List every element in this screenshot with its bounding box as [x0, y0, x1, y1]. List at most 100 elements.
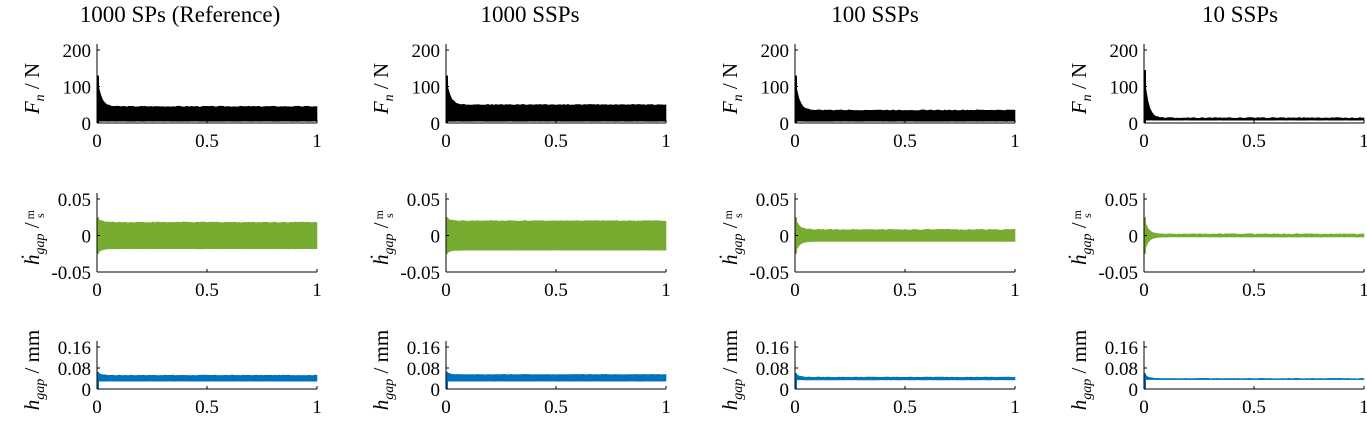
y-tick-label: -0.05: [749, 263, 789, 284]
y-axis-label: Fn / N: [1067, 63, 1095, 115]
x-tick-label: 1: [312, 280, 322, 301]
y-axis-label: hgap / mm: [1067, 330, 1095, 411]
x-tick-label: 0: [92, 131, 102, 152]
x-tick-label: 0: [441, 131, 451, 152]
x-tick-label: 1: [1359, 280, 1367, 301]
x-tick-label: 0.5: [544, 397, 568, 418]
x-tick-label: 1: [1359, 397, 1367, 418]
x-tick-label: 1: [1010, 280, 1020, 301]
series-trace: [445, 75, 667, 122]
x-tick-label: 0.5: [1242, 131, 1266, 152]
subplot-4-h: 00.080.16 0 0.5 1 hgap / mm: [1067, 330, 1367, 418]
y-tick-label: -0.05: [400, 263, 440, 284]
x-tick-label: 0.5: [544, 280, 568, 301]
subplot-4-Fn: 0 100 200 0 0.5 1 Fn / N: [1067, 41, 1367, 152]
y-tick-label: 0: [431, 227, 441, 248]
y-tick-label: 0: [431, 114, 441, 135]
x-tick-label: 1: [661, 131, 671, 152]
x-tick-label: 1: [1010, 131, 1020, 152]
subplot-3-Fn: 0 100 200 0 0.5 1 Fn / N: [718, 41, 1020, 152]
y-tick-label: 0.05: [756, 190, 789, 211]
y-tick-label: 0: [1129, 114, 1139, 135]
x-tick-label: 0.5: [195, 397, 219, 418]
series-trace: [794, 217, 1016, 255]
subplot-2-h: 00.080.16 0 0.5 1 hgap / mm: [369, 330, 671, 418]
y-tick-label: 0.05: [58, 190, 91, 211]
x-tick-label: 0.5: [1242, 280, 1266, 301]
column-title-4: 10 SSPs: [1202, 2, 1278, 27]
x-tick-label: 0: [441, 280, 451, 301]
subplot-2-Fn: 0 100 200 0 0.5 1 Fn / N: [369, 41, 671, 152]
subplot-3-h: 00.080.16 0 0.5 1 hgap / mm: [718, 330, 1020, 418]
y-tick-label: 0: [1129, 380, 1139, 401]
series-trace: [96, 75, 318, 122]
y-tick-label: 200: [412, 41, 441, 62]
y-tick-label: 0.08: [1105, 359, 1138, 380]
y-tick-label: 200: [1110, 41, 1139, 62]
series-trace: [96, 216, 318, 255]
y-axis-label: ḣgap /ms: [1067, 209, 1095, 265]
x-tick-label: 0: [790, 280, 800, 301]
x-tick-label: 0.5: [1242, 397, 1266, 418]
y-tick-label: 0: [780, 227, 790, 248]
y-axis-label: hgap / mm: [718, 330, 746, 411]
x-tick-label: 0.5: [195, 280, 219, 301]
series-trace: [1143, 372, 1365, 380]
subplot-1-h: 00.080.16 0 0.5 1 hgap / mm: [20, 330, 322, 418]
y-tick-label: 100: [412, 78, 441, 99]
series-trace: [96, 371, 318, 382]
x-tick-label: 0: [790, 397, 800, 418]
x-tick-label: 0: [1139, 131, 1149, 152]
x-tick-label: 0.5: [893, 131, 917, 152]
series-trace: [445, 216, 667, 255]
y-tick-label: 100: [1110, 78, 1139, 99]
subplot-1-Fn: 0 100 200 0 0.5 1 Fn / N: [20, 41, 322, 152]
x-tick-label: 0: [92, 280, 102, 301]
y-tick-label: 0.16: [756, 338, 789, 359]
x-tick-label: 0: [1139, 280, 1149, 301]
y-tick-label: -0.05: [1098, 263, 1138, 284]
y-axis-label: ḣgap /ms: [718, 209, 746, 265]
y-tick-label: 0: [1129, 227, 1139, 248]
y-tick-label: 0: [82, 380, 92, 401]
y-tick-label: 0: [780, 380, 790, 401]
y-axis-label: ḣgap /ms: [369, 209, 397, 265]
x-tick-label: 0: [441, 397, 451, 418]
y-tick-label: 0.16: [1105, 338, 1138, 359]
series-trace: [445, 371, 667, 382]
y-tick-label: 200: [63, 41, 92, 62]
y-axis-label: hgap / mm: [369, 330, 397, 411]
y-tick-label: 0.05: [1105, 190, 1138, 211]
y-tick-label: 0: [82, 227, 92, 248]
y-tick-label: 0.16: [58, 338, 91, 359]
x-tick-label: 1: [1359, 131, 1367, 152]
y-tick-label: 0: [780, 114, 790, 135]
y-tick-label: 0.08: [407, 359, 440, 380]
series-trace: [1143, 217, 1365, 254]
y-tick-label: 100: [761, 78, 790, 99]
x-tick-label: 1: [1010, 397, 1020, 418]
y-axis-label: ḣgap /ms: [20, 209, 48, 265]
column-title-2: 1000 SSPs: [480, 2, 579, 27]
x-tick-label: 1: [312, 397, 322, 418]
y-tick-label: -0.05: [51, 263, 91, 284]
series-trace: [1143, 70, 1365, 121]
y-axis-label: Fn / N: [718, 63, 746, 115]
y-tick-label: 0: [431, 380, 441, 401]
x-tick-label: 0.5: [893, 280, 917, 301]
column-title-1: 1000 SPs (Reference): [80, 2, 281, 27]
x-tick-label: 0.5: [893, 397, 917, 418]
y-axis-label: Fn / N: [20, 63, 48, 115]
x-tick-label: 1: [661, 280, 671, 301]
x-tick-label: 0: [1139, 397, 1149, 418]
x-tick-label: 0.5: [544, 131, 568, 152]
x-tick-label: 0: [92, 397, 102, 418]
y-axis-label: Fn / N: [369, 63, 397, 115]
y-tick-label: 0.08: [756, 359, 789, 380]
